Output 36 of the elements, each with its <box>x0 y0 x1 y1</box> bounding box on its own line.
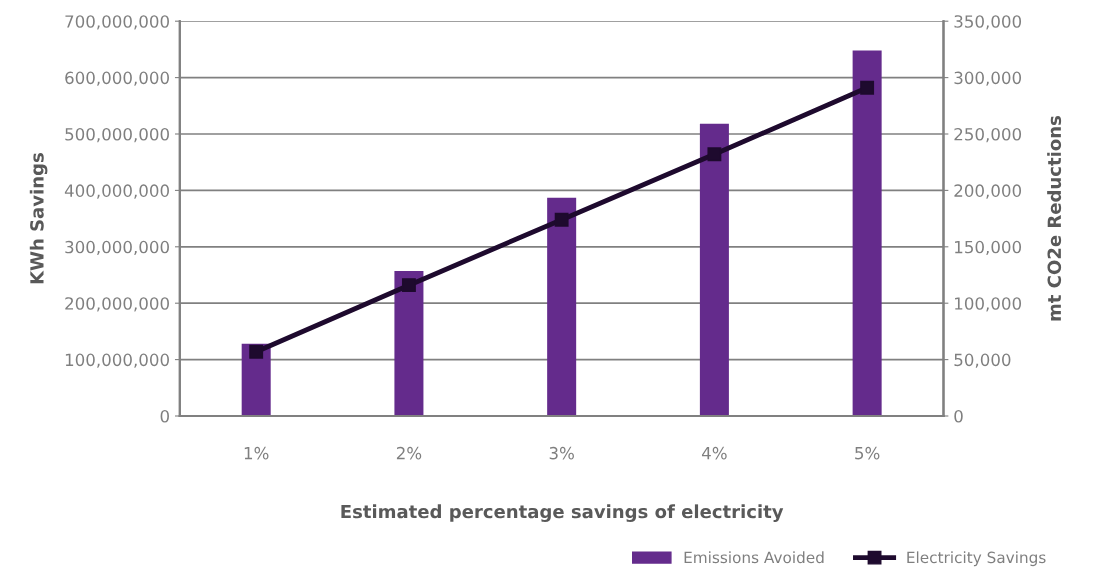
y-tick-label: 700,000,000 <box>65 15 169 30</box>
bar <box>547 197 577 416</box>
y-tick-label: 400,000,000 <box>64 184 169 199</box>
x-axis-title: Estimated percentage savings of electricity <box>341 504 784 522</box>
point <box>707 147 722 162</box>
x-tick-label: 3% <box>549 446 574 460</box>
bar <box>394 271 424 416</box>
y2-tick-label: 250,000 <box>954 127 1022 143</box>
y2-axis-title: mt CO2e Reductions <box>1047 116 1062 321</box>
y-tick-label: 100,000,000 <box>65 353 169 368</box>
y-tick-label: 0 <box>160 409 169 423</box>
y2-tick-label: 150,000 <box>955 240 1022 256</box>
y-tick-label: 500,000,000 <box>65 127 169 143</box>
point <box>554 212 569 227</box>
y-tick-label: 200,000,000 <box>65 297 169 312</box>
y-tick-label: 300,000,000 <box>65 240 169 256</box>
x-tick-label: 4% <box>701 446 727 460</box>
y2-tick-label: 50,000 <box>954 353 1011 368</box>
point <box>249 344 264 359</box>
bar <box>699 123 729 416</box>
legend-label: Emissions Avoided <box>684 551 824 564</box>
y2-tick-label: 0 <box>954 409 963 423</box>
point <box>860 80 875 95</box>
bar <box>241 343 271 416</box>
legend-label: Electricity Savings <box>907 551 1046 567</box>
y-tick-label: 600,000,000 <box>65 71 169 86</box>
y2-tick-label: 200,000 <box>954 184 1022 199</box>
bar <box>852 50 882 416</box>
point <box>401 278 416 293</box>
x-tick-label: 1% <box>244 446 269 460</box>
x-tick-label: 2% <box>396 446 422 460</box>
y2-tick-label: 300,000 <box>954 71 1022 86</box>
y2-tick-label: 100,000 <box>955 297 1022 312</box>
y-axis-title: KWh Savings <box>29 153 48 284</box>
y2-tick-label: 350,000 <box>954 15 1022 30</box>
x-tick-label: 5% <box>855 446 880 460</box>
